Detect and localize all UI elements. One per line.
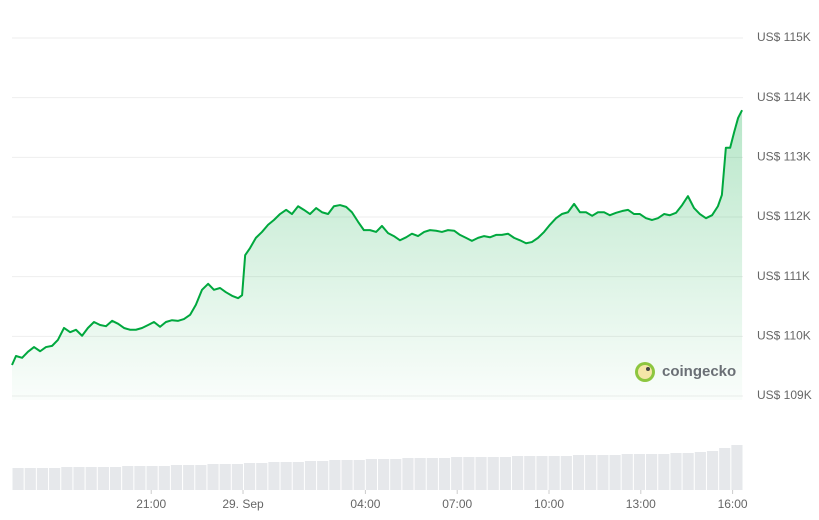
volume-bar	[560, 456, 572, 490]
volume-bar	[158, 466, 170, 490]
volume-bar	[694, 452, 706, 490]
volume-bar	[256, 463, 268, 490]
volume-bar	[426, 458, 438, 490]
y-tick-label: US$ 115K	[757, 30, 811, 44]
volume-bar	[85, 467, 97, 490]
volume-bar	[97, 467, 109, 490]
volume-bar	[36, 468, 49, 490]
x-tick-label: 07:00	[442, 497, 472, 511]
volume-bar	[231, 464, 243, 490]
volume-bar	[512, 456, 524, 490]
x-tick-label: 13:00	[626, 497, 656, 511]
volume-bar	[195, 465, 207, 490]
volume-bar	[536, 456, 548, 490]
y-tick-label: US$ 110K	[757, 329, 811, 343]
volume-bar	[621, 454, 633, 490]
volume-bar	[438, 458, 451, 490]
volume-bar	[134, 466, 146, 490]
volume-bar	[572, 455, 585, 490]
volume-bar	[109, 467, 122, 490]
volume-bar	[731, 445, 743, 490]
volume-bar	[633, 454, 646, 490]
x-tick-label: 21:00	[136, 497, 166, 511]
volume-bar	[24, 468, 36, 490]
volume-bar	[402, 458, 414, 490]
volume-bar	[170, 465, 183, 490]
volume-bar	[378, 459, 390, 490]
volume-bar	[609, 455, 621, 490]
volume-bar	[292, 462, 304, 490]
volume-bar	[719, 448, 731, 490]
volume-bar	[268, 462, 280, 490]
y-tick-label: US$ 111K	[757, 269, 810, 283]
volume-bar	[414, 458, 426, 490]
volume-bar	[451, 457, 463, 490]
volume-bar	[706, 451, 719, 490]
volume-bar	[646, 454, 658, 490]
volume-bar	[304, 461, 317, 490]
logo-inner	[638, 365, 652, 379]
y-tick-label: US$ 114K	[757, 90, 811, 104]
volume-bar	[548, 456, 560, 490]
volume-bar	[487, 457, 499, 490]
volume-bar	[390, 459, 402, 490]
price-line	[11, 109, 743, 366]
volume-bar	[499, 457, 512, 490]
x-tick-label: 29. Sep	[222, 497, 264, 511]
volume-bar	[73, 467, 85, 490]
volume-bar	[353, 460, 365, 490]
volume-bar	[585, 455, 597, 490]
volume-bar	[49, 468, 61, 490]
volume-bar	[670, 453, 682, 490]
volume-bar	[597, 455, 609, 490]
volume-bar	[183, 465, 195, 490]
x-tick-label: 16:00	[718, 497, 748, 511]
volume-bar	[146, 466, 158, 490]
volume-bar	[61, 467, 73, 490]
logo-eye	[646, 367, 650, 371]
area-fill	[12, 110, 743, 400]
y-tick-label: US$ 113K	[757, 150, 811, 164]
volume-bar	[207, 464, 219, 490]
y-tick-label: US$ 109K	[757, 388, 812, 402]
volume-bar	[475, 457, 487, 490]
volume-bar	[658, 454, 670, 490]
volume-bar	[341, 460, 353, 490]
volume-bar	[329, 460, 341, 490]
volume-bar	[365, 459, 377, 490]
watermark: coingecko	[635, 362, 736, 382]
volume-bar	[682, 453, 694, 490]
x-tick-label: 04:00	[350, 497, 380, 511]
y-tick-label: US$ 112K	[757, 209, 811, 223]
watermark-text: coingecko	[662, 363, 736, 380]
volume-bar	[12, 468, 24, 490]
volume-bar	[317, 461, 329, 490]
x-tick-label: 10:00	[534, 497, 564, 511]
volume-bar	[280, 462, 292, 490]
volume-bar	[122, 466, 134, 490]
volume-bar	[243, 463, 256, 490]
volume-bar	[219, 464, 231, 490]
volume-bar	[463, 457, 475, 490]
volume-bar	[524, 456, 536, 490]
